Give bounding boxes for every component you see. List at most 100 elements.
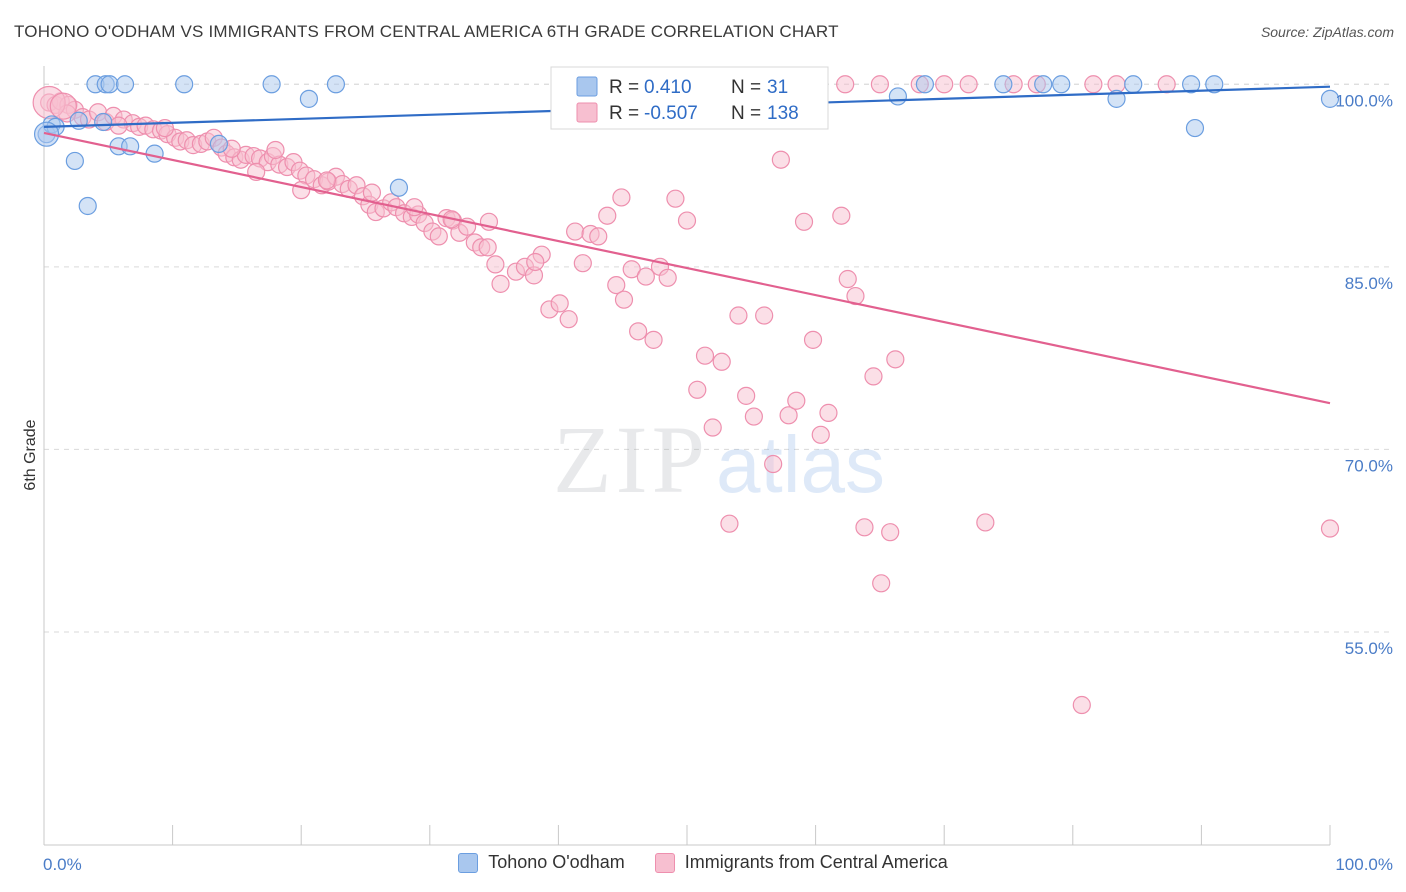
blue-series-points — [33, 75, 1340, 216]
axes — [43, 66, 1331, 846]
data-point — [1157, 75, 1176, 94]
data-point — [566, 222, 585, 241]
data-point — [803, 330, 823, 349]
data-point — [819, 403, 838, 422]
data-point — [779, 406, 798, 425]
data-point — [78, 196, 97, 216]
data-point — [688, 380, 707, 399]
chart-title: TOHONO O'ODHAM VS IMMIGRANTS FROM CENTRA… — [14, 22, 839, 41]
data-point — [1052, 75, 1071, 94]
data-point-cluster — [49, 92, 77, 120]
data-point — [1182, 75, 1201, 94]
data-point — [145, 144, 164, 163]
data-point — [677, 211, 697, 230]
data-point — [629, 322, 648, 341]
data-point — [744, 407, 763, 426]
data-point — [1185, 118, 1205, 138]
data-point — [636, 267, 655, 286]
data-point — [362, 183, 382, 202]
data-point — [764, 454, 783, 474]
legend-label-tohono: Tohono O'odham — [488, 852, 625, 872]
source-label: Source: ZipAtlas.com — [1260, 24, 1394, 40]
legend-pink-r-value: -0.507 — [644, 103, 698, 124]
legend-pink-swatch — [576, 102, 598, 123]
data-point — [1205, 75, 1224, 94]
x-tick-label-max: 100.0% — [1335, 855, 1393, 874]
y-tick-label: 85.0% — [1345, 274, 1393, 293]
data-point — [389, 178, 409, 197]
data-point — [644, 330, 663, 349]
data-point — [589, 227, 608, 246]
data-point — [326, 75, 346, 94]
data-point — [712, 352, 731, 371]
data-point — [405, 198, 424, 217]
data-point — [1320, 89, 1340, 108]
data-point — [836, 75, 855, 94]
data-point — [794, 212, 814, 231]
legend-label-immigrants: Immigrants from Central America — [684, 852, 948, 872]
data-point — [573, 254, 592, 273]
data-point — [115, 75, 135, 94]
legend-pink-n-label: N = — [731, 103, 761, 124]
data-point — [491, 274, 510, 293]
data-point — [771, 150, 790, 169]
legend-pink-n-value: 138 — [767, 103, 799, 124]
data-point — [838, 269, 857, 289]
data-point — [935, 75, 954, 94]
pink-trend-line — [43, 131, 1331, 405]
legend-item-immigrants: Immigrants from Central America — [654, 852, 948, 873]
data-point — [1084, 75, 1103, 94]
watermark-atlas: atlas — [716, 420, 885, 509]
watermark-zip: ZIP — [553, 406, 709, 513]
data-point — [317, 171, 337, 190]
data-point — [658, 268, 677, 287]
data-point — [612, 188, 631, 207]
data-point — [755, 306, 774, 325]
legend-swatch-pink — [654, 852, 675, 873]
y-tick-label: 70.0% — [1345, 456, 1393, 475]
data-point — [703, 418, 722, 437]
data-point — [65, 151, 84, 171]
data-point — [1107, 89, 1126, 108]
data-point — [266, 140, 285, 160]
data-point — [486, 255, 505, 274]
data-point — [832, 206, 851, 225]
data-point — [175, 75, 194, 94]
legend-swatch-blue — [458, 852, 479, 873]
data-point — [737, 386, 756, 405]
data-point — [855, 518, 874, 537]
data-point — [729, 306, 748, 325]
data-point — [881, 523, 900, 542]
data-point — [292, 181, 311, 200]
data-point — [607, 275, 626, 295]
data-point — [872, 574, 891, 593]
data-point — [262, 75, 281, 94]
legend-pink-r-label: R = — [609, 103, 639, 124]
data-point — [666, 189, 685, 208]
bottom-legend: Tohono O'odham Immigrants from Central A… — [0, 852, 1406, 873]
data-point — [695, 346, 715, 365]
data-point — [864, 367, 883, 386]
data-point — [429, 227, 448, 246]
data-point — [915, 75, 935, 94]
data-point — [994, 75, 1013, 94]
legend-blue-n-label: N = — [731, 77, 761, 98]
data-point — [526, 252, 545, 272]
data-point — [976, 513, 995, 532]
data-point — [959, 75, 978, 94]
data-point — [886, 350, 905, 369]
data-point — [614, 290, 634, 309]
data-point — [888, 87, 908, 106]
data-point — [209, 134, 228, 153]
stats-legend: R = 0.410 N = 31 R = -0.507 N = 138 — [550, 66, 829, 130]
data-point — [94, 112, 113, 132]
legend-item-tohono: Tohono O'odham — [458, 852, 625, 873]
data-point — [1034, 75, 1053, 94]
data-point — [1072, 695, 1091, 715]
data-point — [787, 391, 806, 410]
legend-blue-n-value: 31 — [767, 77, 788, 98]
y-tick-label: 55.0% — [1345, 639, 1393, 658]
data-point — [870, 75, 890, 94]
y-axis-title: 6th Grade — [22, 419, 39, 490]
